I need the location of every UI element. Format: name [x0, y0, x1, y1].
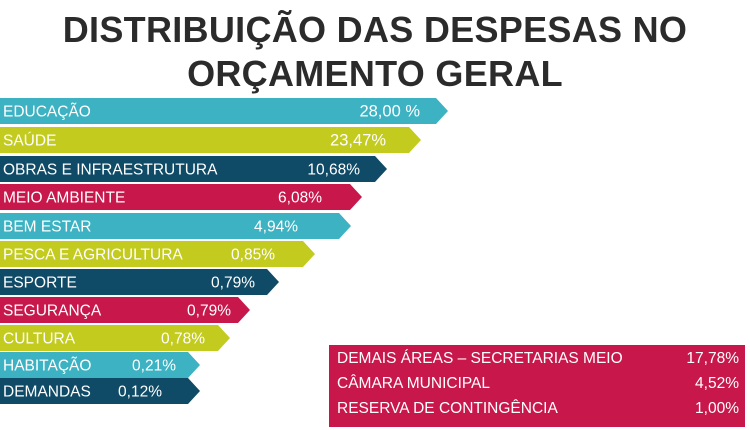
value-label: 0,85%: [231, 247, 275, 264]
summary-value: 1,00%: [695, 400, 739, 417]
value-label: 0,79%: [187, 303, 231, 320]
value-label: 0,78%: [161, 331, 205, 348]
bar: [0, 213, 351, 239]
value-label: 28,00 %: [359, 103, 420, 121]
summary-row: RESERVA DE CONTINGÊNCIA 1,00%: [337, 397, 739, 421]
category-label: CULTURA: [3, 331, 76, 348]
category-label: ESPORTE: [3, 275, 77, 292]
summary-row: CÂMARA MUNICIPAL 4,52%: [337, 372, 739, 396]
summary-value: 4,52%: [695, 375, 739, 392]
summary-label: RESERVA DE CONTINGÊNCIA: [337, 400, 558, 417]
summary-label: DEMAIS ÁREAS – SECRETARIAS MEIO: [337, 350, 623, 367]
category-label: MEIO AMBIENTE: [3, 190, 125, 207]
bar: [0, 184, 362, 210]
category-label: BEM ESTAR: [3, 219, 91, 236]
summary-box: DEMAIS ÁREAS – SECRETARIAS MEIO 17,78% C…: [329, 345, 745, 427]
value-label: 4,94%: [254, 219, 298, 236]
bar: [0, 378, 200, 404]
bar: [0, 127, 421, 153]
bar: [0, 325, 230, 351]
category-label: OBRAS E INFRAESTRUTURA: [3, 162, 218, 179]
category-label: HABITAÇÃO: [3, 358, 91, 375]
category-label: SAÚDE: [3, 133, 56, 150]
value-label: 23,47%: [330, 132, 386, 150]
bar: [0, 297, 250, 323]
value-label: 6,08%: [278, 190, 322, 207]
bar: [0, 241, 315, 267]
bar: [0, 156, 387, 182]
value-label: 0,21%: [132, 358, 176, 375]
chart-title: DISTRIBUIÇÃO DAS DESPESAS NO ORÇAMENTO G…: [0, 8, 750, 96]
value-label: 0,79%: [211, 275, 255, 292]
bar: [0, 352, 200, 378]
value-label: 0,12%: [118, 384, 162, 401]
bar: [0, 98, 448, 124]
chart-title-line-1: DISTRIBUIÇÃO DAS DESPESAS NO: [62, 9, 688, 50]
chart-title-line-2: ORÇAMENTO GERAL: [187, 53, 563, 94]
category-label: EDUCAÇÃO: [3, 104, 91, 121]
category-label: PESCA E AGRICULTURA: [3, 247, 183, 264]
category-label: DEMANDAS: [3, 384, 91, 401]
category-label: SEGURANÇA: [3, 303, 102, 320]
bar: [0, 269, 279, 295]
value-label: 10,68%: [307, 162, 360, 179]
summary-row: DEMAIS ÁREAS – SECRETARIAS MEIO 17,78%: [337, 347, 739, 371]
summary-value: 17,78%: [686, 350, 739, 367]
summary-label: CÂMARA MUNICIPAL: [337, 375, 491, 392]
